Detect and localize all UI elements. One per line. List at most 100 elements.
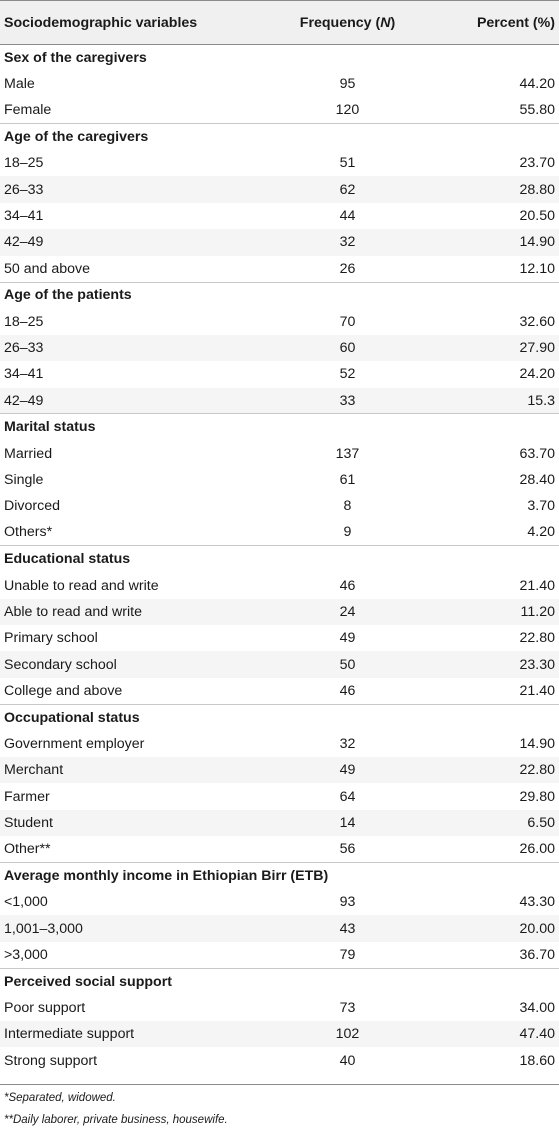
table-row: 26–33 60 27.90 <box>0 334 559 362</box>
row-label: Unable to read and write <box>0 572 276 599</box>
frequency-cell: 52 <box>276 361 419 388</box>
table-row: Primary school 49 22.80 <box>0 625 559 652</box>
section-label: Marital status <box>0 413 559 441</box>
table-row: Merchant 49 22.80 <box>0 757 559 784</box>
section-header-row: Occupational status <box>0 703 559 731</box>
table-body: Sex of the caregivers Male 95 44.20 Female 12… <box>0 43 559 1074</box>
header-frequency-n: N <box>380 14 391 31</box>
frequency-cell: 49 <box>276 757 419 784</box>
percent-cell: 21.40 <box>419 572 559 599</box>
table-row: 18–25 70 32.60 <box>0 308 559 335</box>
header-variable: Sociodemographic variables <box>0 0 276 45</box>
header-percent: Percent (%) <box>419 0 559 45</box>
section-header-row: Age of the caregivers <box>0 123 559 151</box>
percent-cell: 23.30 <box>419 651 559 678</box>
row-label: Poor support <box>0 994 276 1021</box>
percent-cell: 32.60 <box>419 308 559 335</box>
row-label: 34–41 <box>0 202 276 230</box>
table-row: Government employer 32 14.90 <box>0 730 559 758</box>
row-label: Male <box>4 76 35 93</box>
frequency-cell: 9 <box>276 519 419 546</box>
percent-cell: 3.70 <box>527 498 555 515</box>
percent-cell: 24.20 <box>419 361 559 388</box>
table-row: Divorced 8 3.70 <box>0 493 559 519</box>
percent-cell: 44.20 <box>519 76 555 93</box>
row-label: 50 and above <box>0 255 276 283</box>
table-row: Secondary school 50 23.30 <box>0 651 559 678</box>
row-label: Divorced <box>4 498 60 515</box>
row-label: Able to read and write <box>0 598 276 626</box>
frequency-cell: 79 <box>276 941 419 969</box>
percent-cell: 21.40 <box>419 677 559 705</box>
frequency-cell: 24 <box>276 598 419 626</box>
percent-cell: 47.40 <box>419 1020 559 1048</box>
frequency-cell: 44 <box>276 202 419 230</box>
table-row: >3,000 79 36.70 <box>0 941 559 969</box>
row-label: >3,000 <box>0 941 276 969</box>
section-label: Educational status <box>0 545 559 573</box>
row-label: 1,001–3,000 <box>0 915 276 942</box>
percent-cell: 28.80 <box>419 176 559 203</box>
frequency-cell: 49 <box>276 625 419 652</box>
frequency-cell: 70 <box>276 308 419 335</box>
row-label: 42–49 <box>0 229 276 256</box>
table-row: 34–41 52 24.20 <box>0 361 559 388</box>
percent-cell: 20.00 <box>419 915 559 942</box>
frequency-cell: 46 <box>276 677 419 705</box>
percent-cell: 14.90 <box>419 730 559 758</box>
table-row: Single 61 28.40 <box>0 466 559 494</box>
percent-cell: 63.70 <box>519 445 555 462</box>
section-label: Sex of the caregivers <box>0 43 559 71</box>
table-row: Poor support 73 34.00 <box>0 994 559 1021</box>
percent-cell: 12.10 <box>419 255 559 283</box>
frequency-cell: 51 <box>276 150 419 177</box>
table-row: Others* 9 4.20 <box>0 519 559 546</box>
frequency-cell: 73 <box>276 994 419 1021</box>
table-row: 34–41 44 20.50 <box>0 202 559 230</box>
table-row: Intermediate support 102 47.40 <box>0 1020 559 1048</box>
percent-cell: 15.3 <box>419 387 559 414</box>
frequency-cell: 46 <box>276 572 419 599</box>
row-label: Single <box>0 466 276 494</box>
row-label: Student <box>0 809 276 837</box>
row-label: Secondary school <box>0 651 276 678</box>
table-row: College and above 46 21.40 <box>0 677 559 705</box>
row-label: Primary school <box>0 625 276 652</box>
table-row: Able to read and write 24 11.20 <box>0 598 559 626</box>
row-label: 42–49 <box>0 387 276 414</box>
sociodemographic-table: Sociodemographic variables Frequency (N)… <box>0 0 559 1074</box>
header-frequency-post: ) <box>390 14 396 31</box>
row-label: Merchant <box>0 757 276 784</box>
frequency-cell: 137 <box>335 445 360 462</box>
percent-cell: 4.20 <box>419 519 559 546</box>
table-row: 42–49 32 14.90 <box>0 229 559 256</box>
table-header-row: Sociodemographic variables Frequency (N)… <box>0 0 559 45</box>
percent-cell: 26.00 <box>419 836 559 863</box>
frequency-cell: 93 <box>276 889 419 916</box>
row-label: 18–25 <box>0 150 276 177</box>
header-frequency-pre: Frequency ( <box>299 14 381 31</box>
row-label: Intermediate support <box>0 1020 276 1048</box>
frequency-cell: 56 <box>276 836 419 863</box>
section-label: Average monthly income in Ethiopian Birr… <box>0 862 559 889</box>
header-frequency: Frequency (N) <box>276 0 419 45</box>
percent-cell: 22.80 <box>419 625 559 652</box>
section-header-row: Average monthly income in Ethiopian Birr… <box>0 862 559 889</box>
frequency-cell: 14 <box>276 809 419 837</box>
frequency-cell: 32 <box>276 730 419 758</box>
frequency-cell: 43 <box>276 915 419 942</box>
percent-cell: 18.60 <box>419 1047 559 1074</box>
table-row: Female 120 55.80 <box>0 97 559 124</box>
section-label: Perceived social support <box>0 967 559 995</box>
row-label: Others* <box>0 519 276 546</box>
section-header-row: Sex of the caregivers <box>0 43 559 71</box>
percent-cell: 23.70 <box>419 150 559 177</box>
row-label: 26–33 <box>0 176 276 203</box>
table-row: Strong support 40 18.60 <box>0 1047 559 1074</box>
table-row: Farmer 64 29.80 <box>0 783 559 810</box>
table-row: Student 14 6.50 <box>0 809 559 837</box>
section-header-row: Perceived social support <box>0 967 559 995</box>
row-label: 26–33 <box>0 334 276 362</box>
percent-cell: 14.90 <box>419 229 559 256</box>
percent-cell: 6.50 <box>419 809 559 837</box>
